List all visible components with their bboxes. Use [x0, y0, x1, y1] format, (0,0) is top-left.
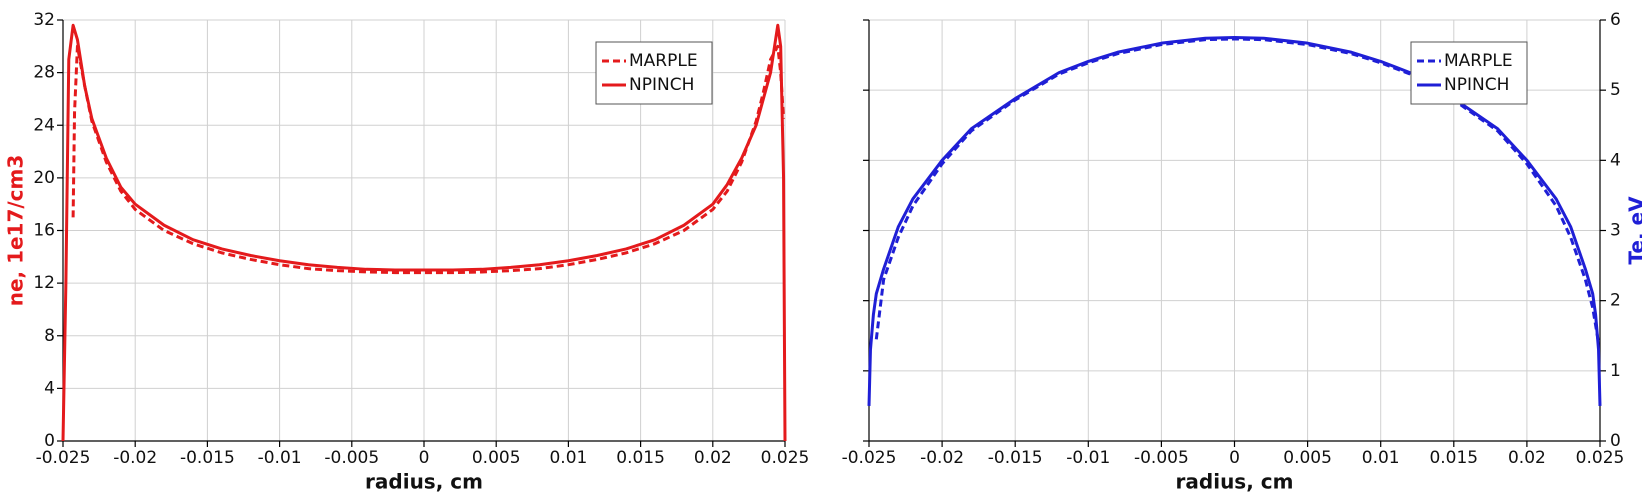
legend-box [595, 41, 713, 105]
y-tick-label: 0 [1610, 431, 1621, 451]
x-tick-label: 0.005 [472, 448, 521, 468]
y-tick-label: 24 [33, 115, 55, 135]
y-tick-label: 8 [44, 326, 55, 346]
y-tick-label: 0 [44, 431, 55, 451]
x-axis-label: radius, cm [1176, 470, 1294, 494]
x-tick-label: -0.02 [113, 448, 157, 468]
y-axis-label: ne, 1e17/cm3 [4, 155, 28, 307]
legend-label: MARPLE [1444, 51, 1513, 71]
y-axis-label: Te, eV [1625, 196, 1642, 265]
y-tick-label: 4 [44, 378, 55, 398]
x-tick-label: 0.005 [1283, 448, 1332, 468]
x-tick-label: 0.015 [616, 448, 665, 468]
x-tick-label: -0.025 [36, 448, 91, 468]
x-tick-label: 0.015 [1429, 448, 1478, 468]
x-tick-label: 0.02 [1508, 448, 1546, 468]
x-tick-label: 0.02 [694, 448, 732, 468]
x-tick-label: -0.015 [180, 448, 235, 468]
y-tick-label: 6 [1610, 10, 1621, 30]
data-line [61, 23, 787, 442]
x-tick-label: -0.025 [842, 448, 897, 468]
x-tick-label: -0.02 [920, 448, 964, 468]
legend-label: MARPLE [629, 51, 698, 71]
y-tick-label: 3 [1610, 221, 1621, 241]
x-tick-label: -0.005 [324, 448, 379, 468]
x-tick-label: 0.025 [761, 448, 810, 468]
y-tick-label: 12 [33, 273, 55, 293]
x-tick-label: 0.025 [1576, 448, 1625, 468]
y-tick-label: 16 [33, 221, 55, 241]
x-tick-label: 0 [1229, 448, 1240, 468]
x-tick-label: -0.015 [988, 448, 1043, 468]
legend-box [1410, 41, 1528, 105]
x-tick-label: 0 [419, 448, 430, 468]
y-tick-label: 32 [33, 10, 55, 30]
y-tick-label: 2 [1610, 291, 1621, 311]
y-tick-label: 4 [1610, 150, 1621, 170]
x-tick-label: -0.01 [1066, 448, 1110, 468]
legend-label: NPINCH [1444, 75, 1509, 95]
legend-label: NPINCH [629, 75, 694, 95]
y-tick-label: 1 [1610, 361, 1621, 381]
y-tick-label: 20 [33, 168, 55, 188]
x-axis-label: radius, cm [365, 470, 483, 494]
x-tick-label: 0.01 [1362, 448, 1400, 468]
data-line [867, 36, 1602, 406]
x-tick-label: 0.01 [549, 448, 587, 468]
y-tick-label: 28 [33, 63, 55, 83]
x-tick-label: -0.005 [1134, 448, 1189, 468]
y-tick-label: 5 [1610, 80, 1621, 100]
x-tick-label: -0.01 [258, 448, 302, 468]
